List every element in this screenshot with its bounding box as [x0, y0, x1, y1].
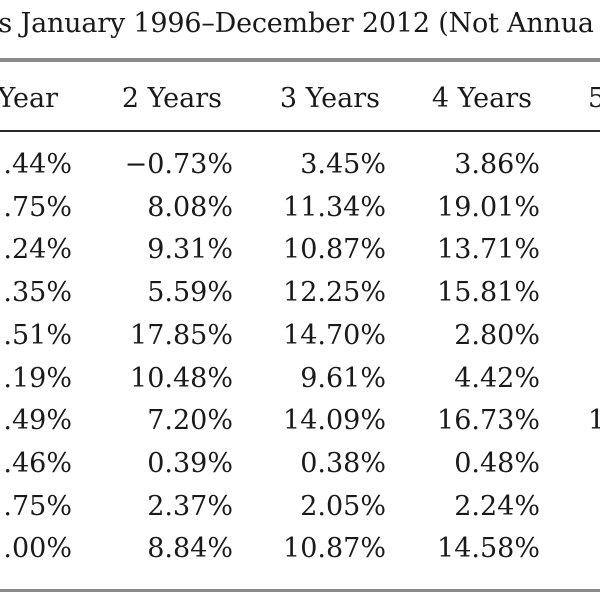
- cell-4-years: 2.24%: [454, 490, 540, 522]
- header-3-years: 3 Years: [279, 83, 380, 114]
- cell-4-years: 2.80%: [454, 319, 540, 351]
- cell-1-year: .44%: [3, 149, 72, 180]
- cell-3-years: 10.87%: [283, 533, 386, 565]
- cell-3-years: 14.70%: [283, 319, 386, 351]
- cell-3-years: 12.25%: [283, 277, 386, 309]
- cell-4-years: 14.58%: [437, 533, 540, 565]
- table-caption: is January 1996–December 2012 (Not Annua: [0, 8, 594, 39]
- cell-2-years: 10.48%: [130, 362, 233, 394]
- header-5-years: 5: [588, 83, 600, 114]
- cell-1-year: .24%: [3, 234, 72, 266]
- cell-2-years: 9.31%: [147, 234, 233, 266]
- header-4-years: 4 Years: [431, 83, 532, 114]
- cell-3-years: 2.05%: [300, 490, 386, 522]
- cell-1-year: .19%: [3, 362, 72, 394]
- cell-4-years: 19.01%: [437, 191, 540, 223]
- cell-3-years: 10.87%: [283, 234, 386, 266]
- cell-2-years: 8.84%: [147, 533, 233, 565]
- cell-4-years: 15.81%: [437, 277, 540, 309]
- cell-3-years: 14.09%: [283, 405, 386, 437]
- cell-2-years: 8.08%: [147, 191, 233, 223]
- cell-4-years: 13.71%: [437, 234, 540, 266]
- cell-1-year: .35%: [3, 277, 72, 309]
- cell-2-years: 0.39%: [147, 447, 233, 479]
- cell-1-year: .51%: [3, 319, 72, 351]
- cell-2-years: 2.37%: [147, 490, 233, 522]
- cell-4-years: 4.42%: [454, 362, 540, 394]
- cell-1-year: .00%: [3, 533, 72, 565]
- cell-4-years: 3.86%: [454, 149, 540, 180]
- cell-5-years: 1: [588, 405, 600, 437]
- cell-2-years: 5.59%: [147, 277, 233, 309]
- cell-2-years: 7.20%: [147, 405, 233, 437]
- cell-1-year: .46%: [3, 447, 72, 479]
- cell-3-years: 3.45%: [300, 149, 386, 180]
- cell-2-years: −0.73%: [124, 149, 233, 180]
- top-rule: [0, 58, 600, 62]
- cell-3-years: 9.61%: [300, 362, 386, 394]
- bottom-rule: [0, 589, 600, 592]
- cell-3-years: 11.34%: [283, 191, 386, 223]
- cell-1-year: .75%: [3, 191, 72, 223]
- header-2-years: 2 Years: [121, 83, 222, 114]
- cell-4-years: 16.73%: [437, 405, 540, 437]
- header-year: Year: [0, 83, 58, 114]
- cell-1-year: .49%: [3, 405, 72, 437]
- header-rule: [0, 130, 600, 132]
- cell-4-years: 0.48%: [454, 447, 540, 479]
- cell-1-year: .75%: [3, 490, 72, 522]
- cell-3-years: 0.38%: [300, 447, 386, 479]
- cell-2-years: 17.85%: [130, 319, 233, 351]
